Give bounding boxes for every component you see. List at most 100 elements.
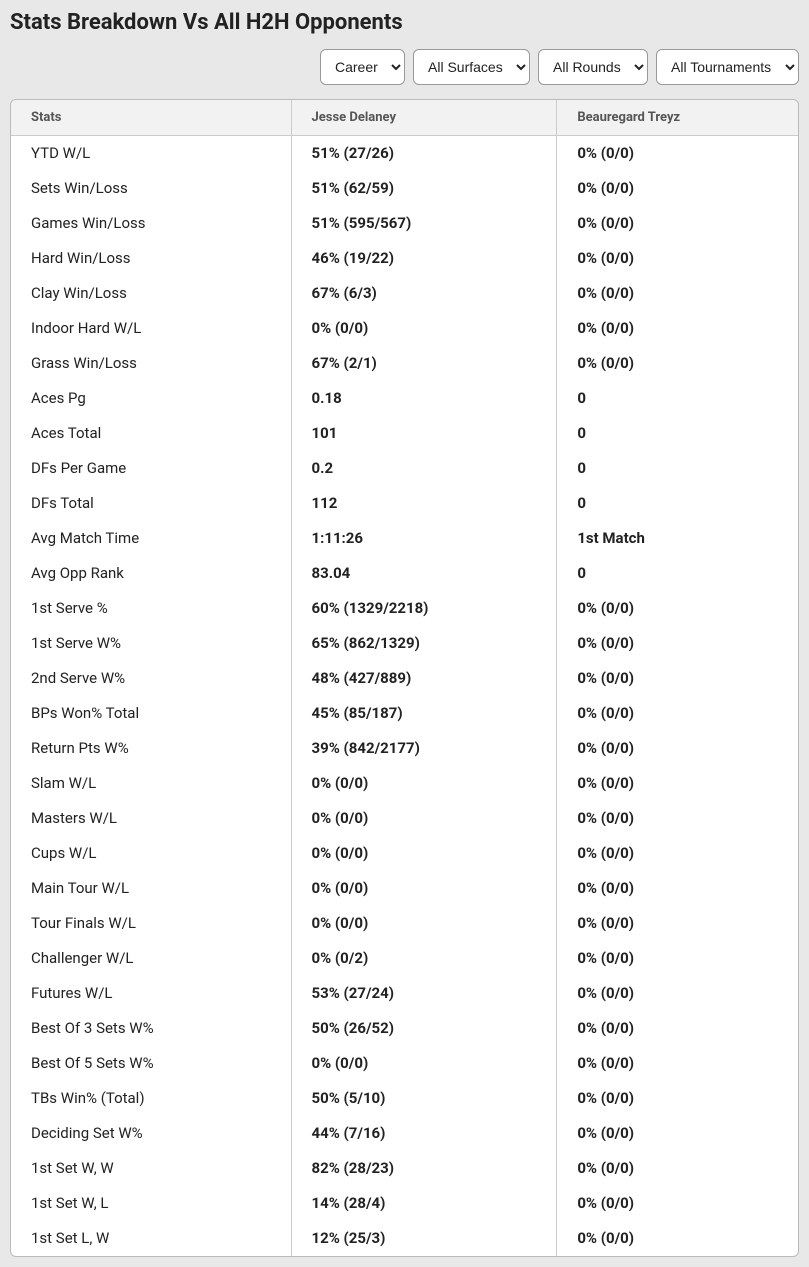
round-select[interactable]: All Rounds [538, 49, 648, 85]
table-row: Best Of 5 Sets W%0% (0/0)0% (0/0) [11, 1046, 798, 1081]
stat-label: Clay Win/Loss [11, 276, 291, 311]
stat-value: 12% (25/3) [291, 1221, 557, 1256]
stat-value: 0% (0/0) [291, 1046, 557, 1081]
stat-value: 82% (28/23) [291, 1151, 557, 1186]
stat-value: 0% (0/0) [291, 801, 557, 836]
stat-label: Best Of 3 Sets W% [11, 1011, 291, 1046]
stat-label: Challenger W/L [11, 941, 291, 976]
table-row: Hard Win/Loss46% (19/22)0% (0/0) [11, 241, 798, 276]
table-row: Avg Match Time1:11:261st Match [11, 521, 798, 556]
stat-label: Hard Win/Loss [11, 241, 291, 276]
stat-value: 50% (26/52) [291, 1011, 557, 1046]
stat-value: 112 [291, 486, 557, 521]
period-select[interactable]: Career [320, 49, 405, 85]
table-row: Best Of 3 Sets W%50% (26/52)0% (0/0) [11, 1011, 798, 1046]
stat-value: 0% (0/0) [557, 801, 798, 836]
stat-value: 0.18 [291, 381, 557, 416]
table-row: Grass Win/Loss67% (2/1)0% (0/0) [11, 346, 798, 381]
stat-value: 0% (0/0) [557, 626, 798, 661]
stat-label: Masters W/L [11, 801, 291, 836]
stat-value: 0% (0/0) [557, 836, 798, 871]
stat-value: 0% (0/0) [557, 241, 798, 276]
stat-value: 0 [557, 381, 798, 416]
stat-value: 0% (0/0) [291, 311, 557, 346]
stat-value: 0% (0/0) [291, 836, 557, 871]
table-row: TBs Win% (Total)50% (5/10)0% (0/0) [11, 1081, 798, 1116]
stat-value: 0.2 [291, 451, 557, 486]
stat-value: 67% (6/3) [291, 276, 557, 311]
stat-label: Futures W/L [11, 976, 291, 1011]
table-row: Deciding Set W%44% (7/16)0% (0/0) [11, 1116, 798, 1151]
table-row: Main Tour W/L0% (0/0)0% (0/0) [11, 871, 798, 906]
stat-value: 0% (0/0) [557, 206, 798, 241]
stat-value: 0% (0/0) [291, 906, 557, 941]
stat-value: 0 [557, 451, 798, 486]
stat-value: 0% (0/0) [557, 1046, 798, 1081]
tournament-select[interactable]: All Tournaments [656, 49, 799, 85]
stat-value: 0% (0/0) [557, 661, 798, 696]
surface-select[interactable]: All Surfaces [413, 49, 530, 85]
stat-value: 0% (0/0) [557, 731, 798, 766]
table-header-row: Stats Jesse Delaney Beauregard Treyz [11, 100, 798, 136]
table-row: Tour Finals W/L0% (0/0)0% (0/0) [11, 906, 798, 941]
stat-value: 67% (2/1) [291, 346, 557, 381]
stat-value: 83.04 [291, 556, 557, 591]
table-row: 1st Serve W%65% (862/1329)0% (0/0) [11, 626, 798, 661]
stat-value: 51% (27/26) [291, 136, 557, 171]
stat-label: BPs Won% Total [11, 696, 291, 731]
stat-value: 0% (0/0) [557, 276, 798, 311]
stat-label: Aces Total [11, 416, 291, 451]
stats-table: Stats Jesse Delaney Beauregard Treyz YTD… [11, 100, 798, 1256]
table-row: Futures W/L53% (27/24)0% (0/0) [11, 976, 798, 1011]
stat-value: 0 [557, 416, 798, 451]
table-row: DFs Total1120 [11, 486, 798, 521]
stat-value: 48% (427/889) [291, 661, 557, 696]
stat-value: 0% (0/0) [291, 871, 557, 906]
stat-value: 1st Match [557, 521, 798, 556]
stat-value: 14% (28/4) [291, 1186, 557, 1221]
table-row: Avg Opp Rank83.040 [11, 556, 798, 591]
stat-label: YTD W/L [11, 136, 291, 171]
table-row: 1st Set W, L14% (28/4)0% (0/0) [11, 1186, 798, 1221]
stat-value: 0% (0/0) [557, 136, 798, 171]
table-row: 1st Set W, W82% (28/23)0% (0/0) [11, 1151, 798, 1186]
stat-value: 0% (0/0) [557, 1221, 798, 1256]
stat-value: 53% (27/24) [291, 976, 557, 1011]
table-row: Indoor Hard W/L0% (0/0)0% (0/0) [11, 311, 798, 346]
stat-value: 0% (0/0) [291, 766, 557, 801]
stat-value: 0 [557, 556, 798, 591]
stat-value: 0% (0/0) [557, 906, 798, 941]
stat-label: TBs Win% (Total) [11, 1081, 291, 1116]
stat-label: 1st Set L, W [11, 1221, 291, 1256]
page-title: Stats Breakdown Vs All H2H Opponents [10, 10, 799, 35]
stat-value: 45% (85/187) [291, 696, 557, 731]
stat-label: Main Tour W/L [11, 871, 291, 906]
stat-label: Return Pts W% [11, 731, 291, 766]
stat-label: Aces Pg [11, 381, 291, 416]
table-row: Cups W/L0% (0/0)0% (0/0) [11, 836, 798, 871]
stat-value: 0% (0/0) [557, 1011, 798, 1046]
filter-bar: Career All Surfaces All Rounds All Tourn… [10, 49, 799, 85]
stat-value: 0% (0/0) [557, 976, 798, 1011]
stats-table-container: Stats Jesse Delaney Beauregard Treyz YTD… [10, 99, 799, 1257]
table-row: DFs Per Game0.20 [11, 451, 798, 486]
stat-label: DFs Total [11, 486, 291, 521]
stat-value: 1:11:26 [291, 521, 557, 556]
stat-label: DFs Per Game [11, 451, 291, 486]
table-row: YTD W/L51% (27/26)0% (0/0) [11, 136, 798, 171]
stat-value: 0 [557, 486, 798, 521]
stat-value: 0% (0/0) [557, 311, 798, 346]
col-stats: Stats [11, 100, 291, 136]
stat-label: Slam W/L [11, 766, 291, 801]
stat-value: 0% (0/0) [557, 1116, 798, 1151]
stat-value: 39% (842/2177) [291, 731, 557, 766]
stat-value: 101 [291, 416, 557, 451]
table-row: Challenger W/L0% (0/2)0% (0/0) [11, 941, 798, 976]
stat-value: 65% (862/1329) [291, 626, 557, 661]
stat-label: Best Of 5 Sets W% [11, 1046, 291, 1081]
stat-label: Sets Win/Loss [11, 171, 291, 206]
table-row: Return Pts W%39% (842/2177)0% (0/0) [11, 731, 798, 766]
stat-label: Deciding Set W% [11, 1116, 291, 1151]
stat-label: Grass Win/Loss [11, 346, 291, 381]
stat-label: 1st Set W, L [11, 1186, 291, 1221]
